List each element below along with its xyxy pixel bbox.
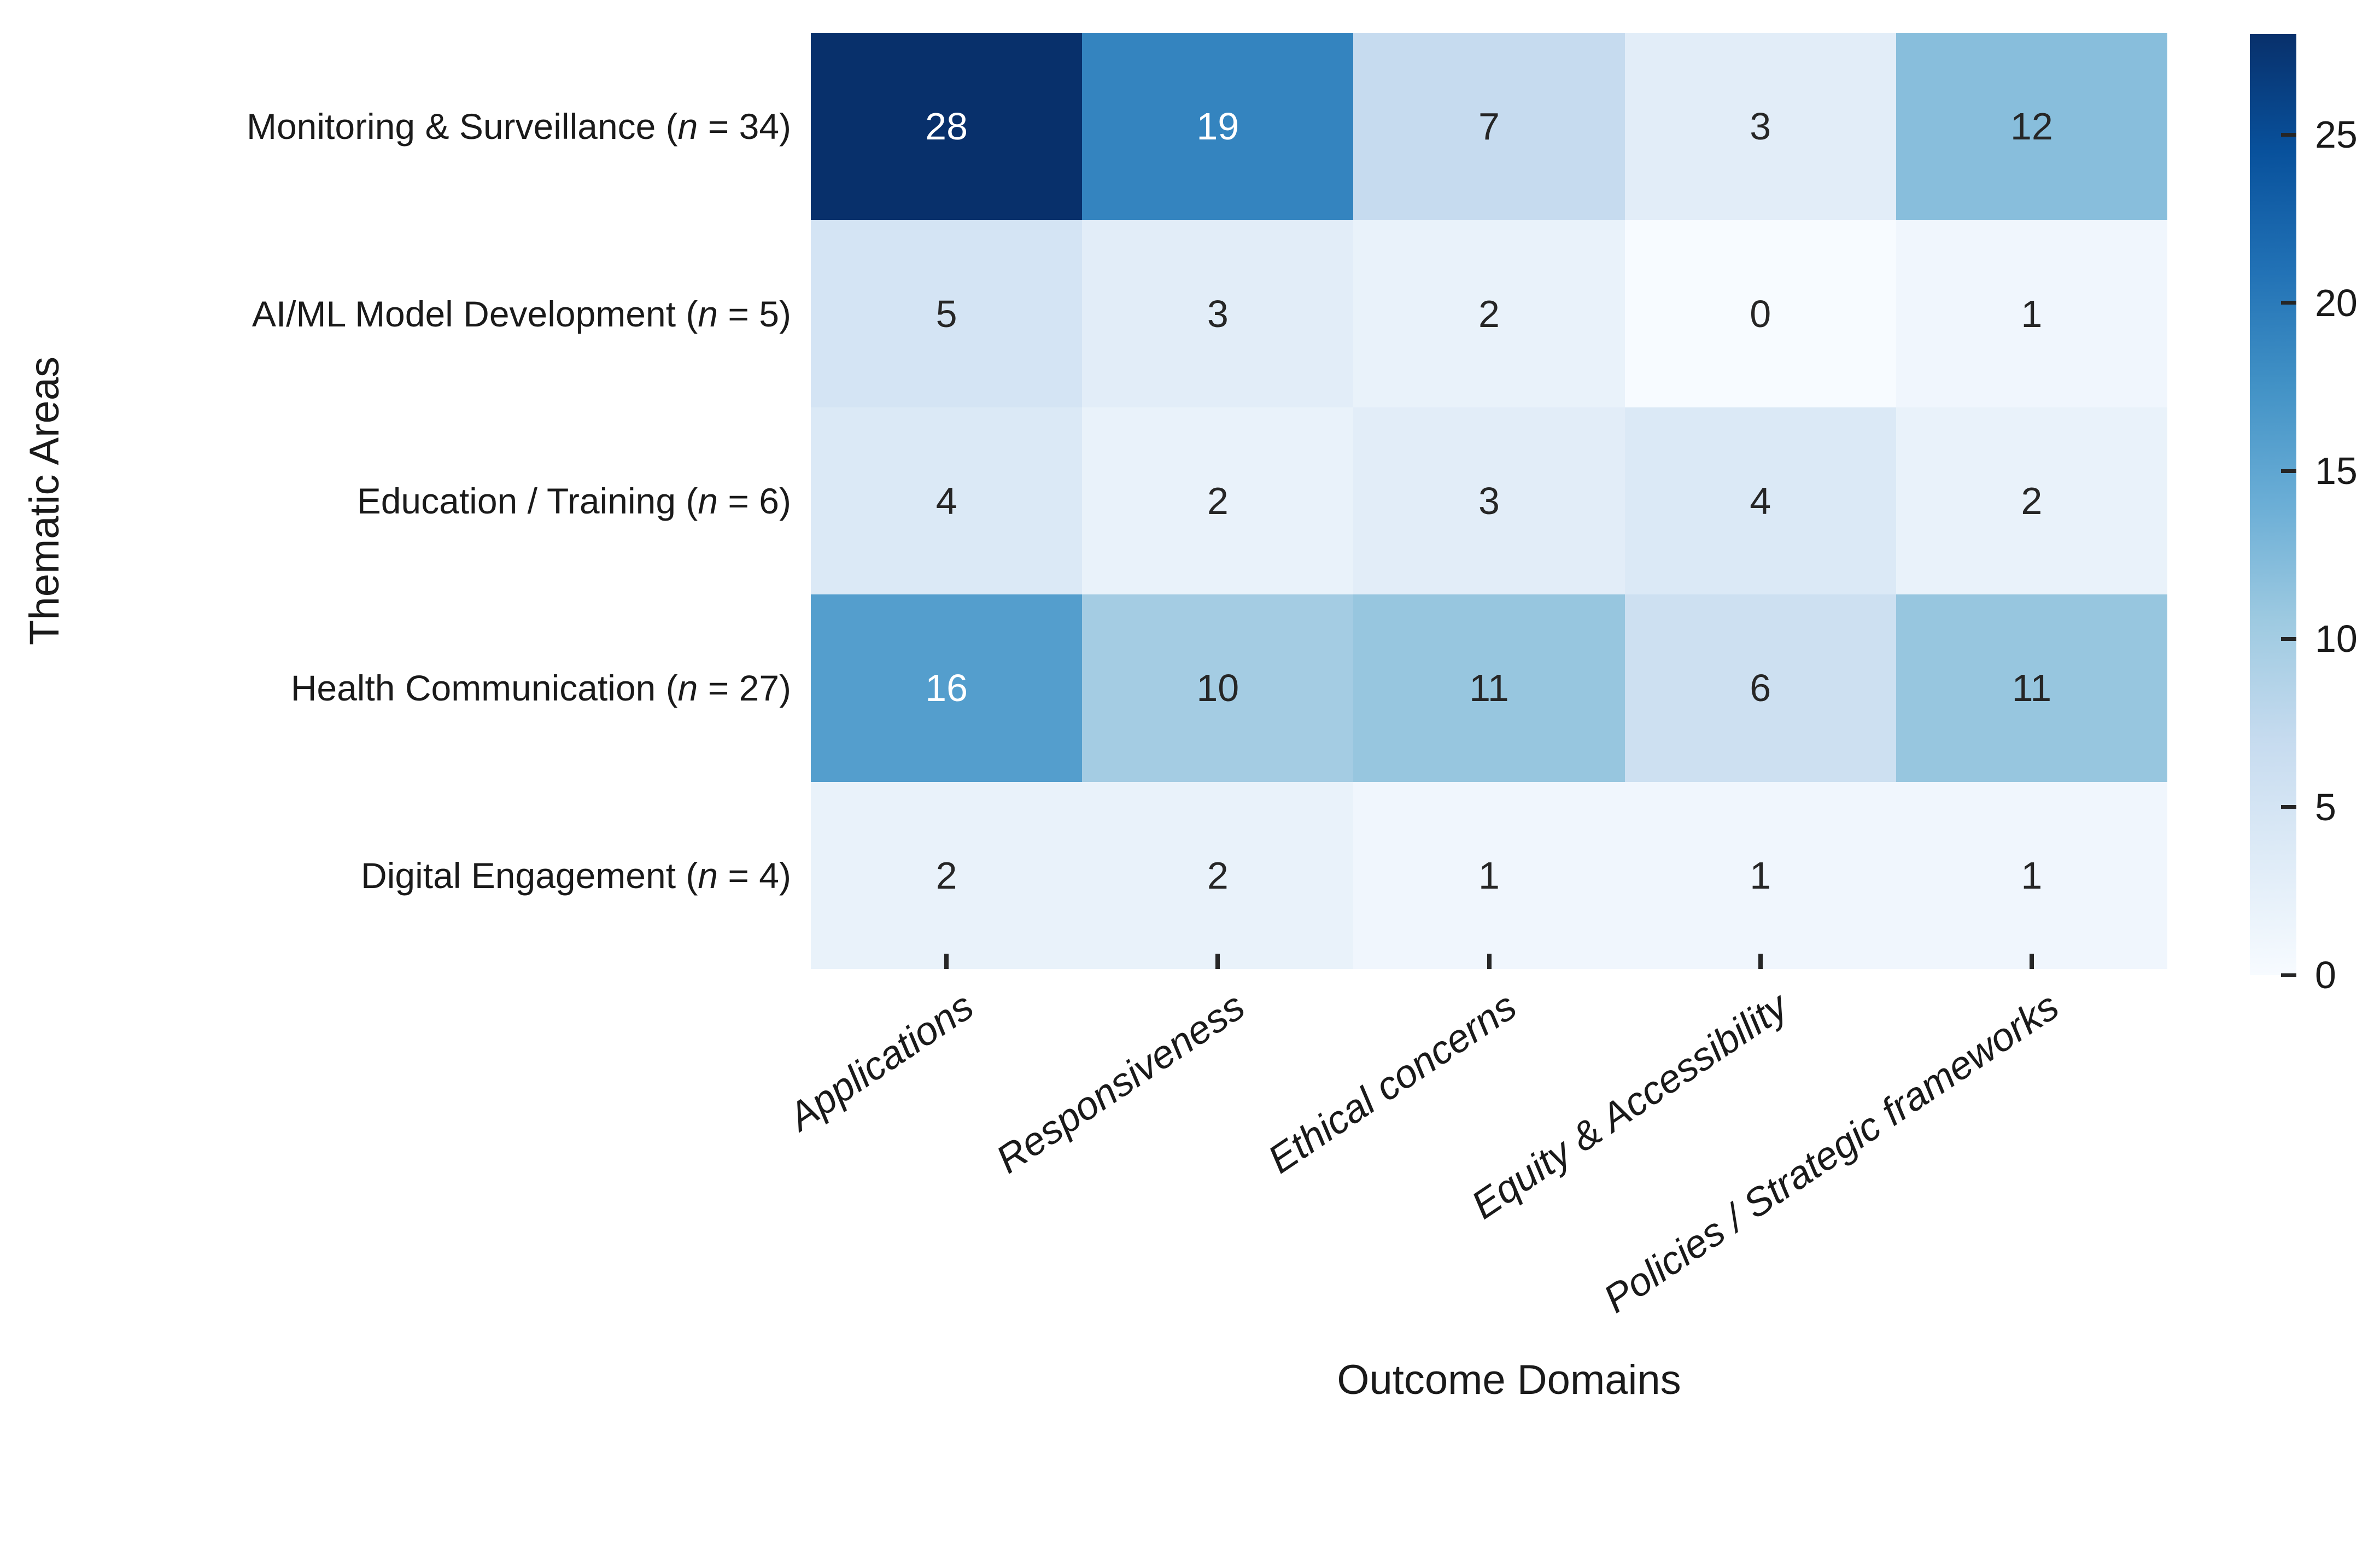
heatmap-grid: 28 19 7 3 12 5 3 2 0 1 4 2 3 4 2 16 10 11 6 11 2 2 1 1 1 <box>811 33 2167 969</box>
x-tick-mark <box>1758 954 1763 969</box>
cell-value: 4 <box>935 479 957 522</box>
heatmap-cell: 1 <box>1624 781 1896 969</box>
x-tick-mark <box>1487 954 1492 969</box>
cell-value: 1 <box>2021 854 2043 897</box>
colorbar-tick-mark <box>2281 132 2296 137</box>
heatmap-cell: 2 <box>811 781 1083 969</box>
heatmap-cell: 19 <box>1082 33 1354 220</box>
cell-value: 2 <box>2021 479 2043 522</box>
cell-value: 10 <box>1196 667 1239 710</box>
colorbar-tick-label: 25 <box>2315 113 2358 156</box>
heatmap-cell: 2 <box>1082 781 1354 969</box>
heatmap-cell: 16 <box>811 594 1083 782</box>
cell-value: 11 <box>2011 667 2052 710</box>
cell-value: 12 <box>2010 105 2053 148</box>
x-tick-mark <box>944 954 949 969</box>
colorbar-tick-label: 0 <box>2315 954 2336 996</box>
cell-value: 1 <box>2021 292 2043 335</box>
cell-value: 3 <box>1207 292 1229 335</box>
heatmap-cell: 1 <box>1896 220 2167 407</box>
heatmap-cell: 3 <box>1353 407 1625 595</box>
heatmap-cell: 2 <box>1896 407 2167 595</box>
x-tick-mark <box>2029 954 2034 969</box>
cell-value: 16 <box>925 667 968 710</box>
colorbar-tick-mark <box>2281 637 2296 641</box>
row-label: AI/ML Model Development (n = 5) <box>252 293 791 334</box>
colorbar-gradient <box>2250 34 2296 975</box>
cell-value: 7 <box>1478 105 1500 148</box>
cell-value: 28 <box>925 105 968 148</box>
heatmap-cell: 3 <box>1082 220 1354 407</box>
heatmap-cell: 1 <box>1896 781 2167 969</box>
x-axis-title: Outcome Domains <box>1337 1357 1681 1403</box>
heatmap-cell: 4 <box>1624 407 1896 595</box>
cell-value: 3 <box>1478 479 1500 522</box>
heatmap-cell: 28 <box>811 33 1083 220</box>
row-label: Monitoring & Surveillance (n = 34) <box>246 106 791 147</box>
heatmap-cell: 11 <box>1353 594 1625 782</box>
heatmap-cell: 3 <box>1624 33 1896 220</box>
cell-value: 6 <box>1750 667 1771 710</box>
row-label: Health Communication (n = 27) <box>290 668 791 709</box>
colorbar-tick-label: 10 <box>2315 617 2358 661</box>
row-label: Digital Engagement (n = 4) <box>361 855 791 896</box>
colorbar-tick-label: 20 <box>2315 281 2358 324</box>
cell-value: 4 <box>1750 479 1771 522</box>
heatmap-cell: 7 <box>1353 33 1625 220</box>
heatmap-figure: Thematic Areas Monitoring & Surveillance… <box>21 33 2358 1403</box>
heatmap-cell: 2 <box>1082 407 1354 595</box>
cell-value: 11 <box>1469 667 1509 710</box>
heatmap-cell: 6 <box>1624 594 1896 782</box>
cell-value: 2 <box>1207 854 1229 897</box>
heatmap-cell: 0 <box>1624 220 1896 407</box>
cell-value: 2 <box>1207 479 1229 522</box>
cell-value: 0 <box>1750 292 1771 335</box>
cell-value: 2 <box>1478 292 1500 335</box>
cell-value: 3 <box>1750 105 1771 148</box>
heatmap-cell: 1 <box>1353 781 1625 969</box>
cell-value: 1 <box>1750 854 1771 897</box>
x-tick-mark <box>1215 954 1220 969</box>
cell-value: 5 <box>935 292 957 335</box>
row-label: Education / Training (n = 6) <box>356 481 791 521</box>
cell-value: 19 <box>1196 105 1239 148</box>
colorbar-tick-label: 5 <box>2315 785 2336 828</box>
heatmap-cell: 12 <box>1896 33 2167 220</box>
cell-value: 1 <box>1478 854 1500 897</box>
heatmap-cell: 5 <box>811 220 1083 407</box>
colorbar-tick-mark <box>2281 805 2296 809</box>
colorbar-tick-label: 15 <box>2315 450 2358 493</box>
heatmap-cell: 4 <box>811 407 1083 595</box>
heatmap-cell: 10 <box>1082 594 1354 782</box>
cell-value: 2 <box>935 854 957 897</box>
colorbar-tick-mark <box>2281 469 2296 473</box>
heatmap-cell: 2 <box>1353 220 1625 407</box>
colorbar-tick-mark <box>2281 301 2296 305</box>
heatmap-cell: 11 <box>1896 594 2167 782</box>
colorbar-tick-mark <box>2281 973 2296 977</box>
